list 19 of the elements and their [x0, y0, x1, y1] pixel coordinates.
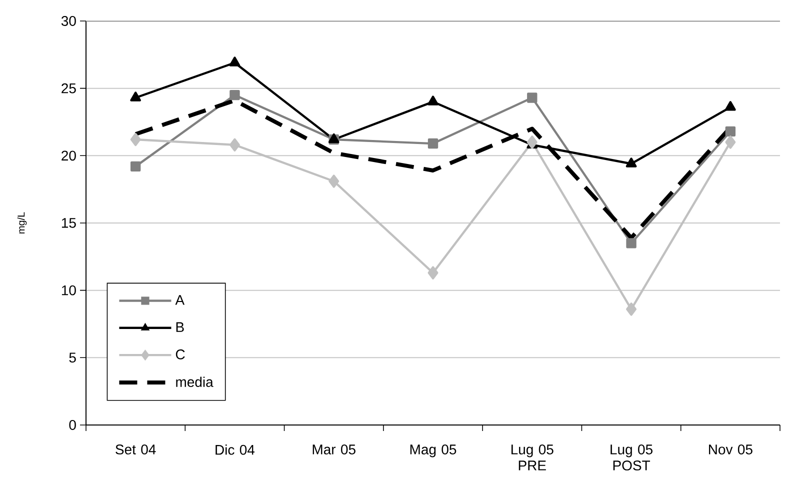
y-tick-label: 30: [61, 16, 76, 26]
legend-label: media: [176, 376, 214, 387]
legend-label: B: [176, 322, 184, 332]
y-tick-label: 15: [62, 218, 76, 228]
y-axis-title: mg/L: [17, 212, 27, 234]
y-tick-label: 20: [62, 150, 76, 161]
x-tick-label: Mar 05: [312, 444, 356, 454]
legend-label: A: [175, 295, 185, 305]
x-tick-label: Mag 05: [410, 444, 456, 458]
y-tick-label: 10: [62, 285, 76, 296]
y-tick-label: 0: [69, 420, 76, 430]
legend-label: C: [176, 349, 185, 360]
x-tick-label: Lug 05 PRE: [511, 444, 554, 470]
y-tick-label: 25: [62, 83, 76, 94]
x-tick-label: Nov 05: [709, 444, 752, 454]
x-tick-label: Set 04: [116, 444, 156, 454]
y-tick-label: 5: [69, 352, 76, 363]
x-tick-label: Dic 04: [216, 444, 255, 455]
x-tick-label: Lug 05 POST: [610, 444, 652, 470]
